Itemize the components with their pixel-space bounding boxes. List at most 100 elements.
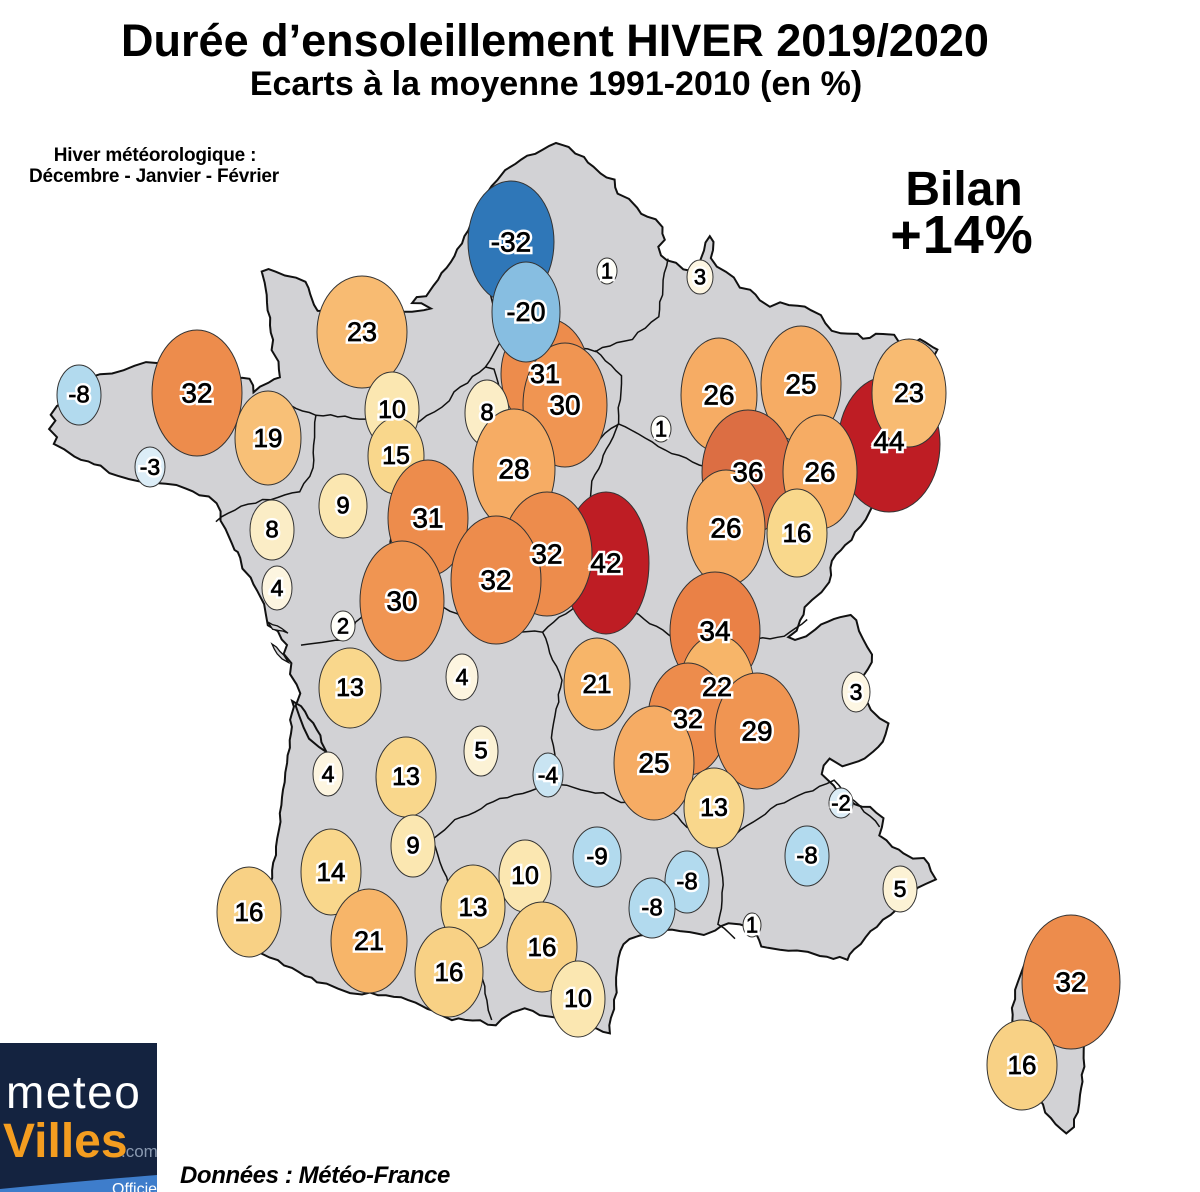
- svg-text:32: 32: [531, 539, 562, 570]
- svg-text:5: 5: [894, 876, 907, 902]
- svg-text:1: 1: [655, 417, 667, 442]
- svg-text:10: 10: [378, 396, 406, 424]
- svg-text:21: 21: [583, 669, 612, 699]
- svg-text:2: 2: [337, 614, 349, 639]
- svg-text:21: 21: [583, 669, 612, 699]
- svg-text:2: 2: [337, 614, 349, 639]
- svg-text:10: 10: [378, 396, 406, 424]
- svg-text:16: 16: [435, 957, 464, 987]
- svg-text:32: 32: [480, 565, 511, 596]
- svg-text:Durée d’ensoleillement HIVER 2: Durée d’ensoleillement HIVER 2019/2020: [121, 15, 989, 66]
- svg-text:19: 19: [254, 423, 283, 453]
- svg-text:32: 32: [673, 704, 703, 734]
- svg-text:26: 26: [804, 457, 835, 488]
- svg-text:5: 5: [474, 738, 487, 765]
- svg-text:Bilan: Bilan: [905, 163, 1022, 216]
- svg-text:8: 8: [265, 517, 278, 544]
- svg-text:10: 10: [564, 985, 592, 1013]
- svg-text:13: 13: [392, 763, 420, 791]
- svg-text:22: 22: [702, 672, 732, 702]
- svg-text:-8: -8: [68, 382, 89, 409]
- svg-text:16: 16: [783, 518, 812, 548]
- svg-text:4: 4: [322, 761, 335, 787]
- svg-text:4: 4: [456, 664, 469, 690]
- svg-text:23: 23: [894, 378, 924, 408]
- svg-text:13: 13: [700, 794, 728, 822]
- svg-text:-20: -20: [506, 297, 545, 327]
- svg-text:34: 34: [699, 616, 730, 647]
- svg-text:-8: -8: [641, 895, 662, 922]
- svg-text:3: 3: [850, 679, 863, 705]
- svg-text:26: 26: [710, 513, 741, 544]
- svg-text:Données : Météo-France: Données : Météo-France: [180, 1162, 450, 1189]
- svg-text:15: 15: [382, 442, 410, 470]
- svg-text:10: 10: [564, 985, 592, 1013]
- svg-text:13: 13: [459, 892, 488, 922]
- svg-text:13: 13: [336, 674, 364, 702]
- svg-text:8: 8: [480, 400, 493, 427]
- svg-text:4: 4: [322, 761, 335, 787]
- svg-text:10: 10: [511, 862, 539, 890]
- svg-text:21: 21: [354, 926, 384, 956]
- svg-text:30: 30: [386, 586, 417, 617]
- svg-text:-8: -8: [676, 869, 697, 896]
- svg-text:30: 30: [549, 390, 580, 421]
- svg-text:-2: -2: [831, 791, 851, 816]
- svg-text:1: 1: [655, 417, 667, 442]
- svg-text:-3: -3: [140, 454, 160, 480]
- svg-text:Hiver météorologique :: Hiver météorologique :: [54, 145, 257, 166]
- svg-text:25: 25: [785, 369, 816, 400]
- svg-text:1: 1: [746, 913, 758, 938]
- svg-text:15: 15: [382, 442, 410, 470]
- svg-text:31: 31: [530, 359, 560, 389]
- svg-text:-8: -8: [68, 382, 89, 409]
- svg-text:5: 5: [894, 876, 907, 902]
- svg-text:14: 14: [317, 857, 346, 887]
- svg-text:13: 13: [459, 892, 488, 922]
- svg-text:-32: -32: [491, 227, 531, 258]
- svg-text:1: 1: [746, 913, 758, 938]
- svg-text:Ecarts à la moyenne 1991-2010: Ecarts à la moyenne 1991-2010 (en %): [250, 65, 862, 103]
- svg-text:23: 23: [347, 317, 377, 347]
- svg-text:29: 29: [741, 716, 772, 747]
- svg-text:13: 13: [392, 763, 420, 791]
- svg-text:-3: -3: [140, 454, 160, 480]
- svg-text:22: 22: [702, 672, 732, 702]
- svg-text:-9: -9: [586, 844, 607, 871]
- svg-text:25: 25: [785, 369, 816, 400]
- svg-text:31: 31: [412, 503, 443, 534]
- svg-text:3: 3: [694, 265, 706, 290]
- svg-text:-4: -4: [538, 762, 559, 788]
- svg-text:-8: -8: [796, 843, 817, 870]
- svg-text:Officiel: Officiel: [112, 1181, 161, 1192]
- svg-text:16: 16: [528, 932, 557, 962]
- svg-text:-8: -8: [676, 869, 697, 896]
- svg-text:26: 26: [703, 380, 734, 411]
- svg-text:30: 30: [549, 390, 580, 421]
- svg-text:44: 44: [873, 426, 904, 457]
- svg-text:16: 16: [435, 957, 464, 987]
- svg-text:25: 25: [638, 748, 669, 779]
- svg-text:16: 16: [235, 897, 264, 927]
- svg-text:-8: -8: [796, 843, 817, 870]
- svg-text:19: 19: [254, 423, 283, 453]
- svg-text:36: 36: [732, 457, 763, 488]
- svg-text:26: 26: [804, 457, 835, 488]
- svg-text:Villes: Villes: [3, 1115, 128, 1168]
- svg-text:32: 32: [181, 378, 212, 409]
- svg-text:4: 4: [271, 575, 284, 601]
- svg-text:16: 16: [783, 518, 812, 548]
- svg-text:32: 32: [480, 565, 511, 596]
- svg-text:10: 10: [511, 862, 539, 890]
- svg-text:-9: -9: [586, 844, 607, 871]
- svg-text:32: 32: [1055, 967, 1086, 998]
- svg-text:4: 4: [456, 664, 469, 690]
- svg-text:31: 31: [412, 503, 443, 534]
- svg-text:3: 3: [850, 679, 863, 705]
- svg-text:-2: -2: [831, 791, 851, 816]
- svg-text:13: 13: [700, 794, 728, 822]
- svg-text:.com: .com: [121, 1142, 158, 1161]
- svg-text:8: 8: [480, 400, 493, 427]
- svg-text:+14%: +14%: [890, 205, 1034, 265]
- svg-text:meteo: meteo: [6, 1066, 141, 1118]
